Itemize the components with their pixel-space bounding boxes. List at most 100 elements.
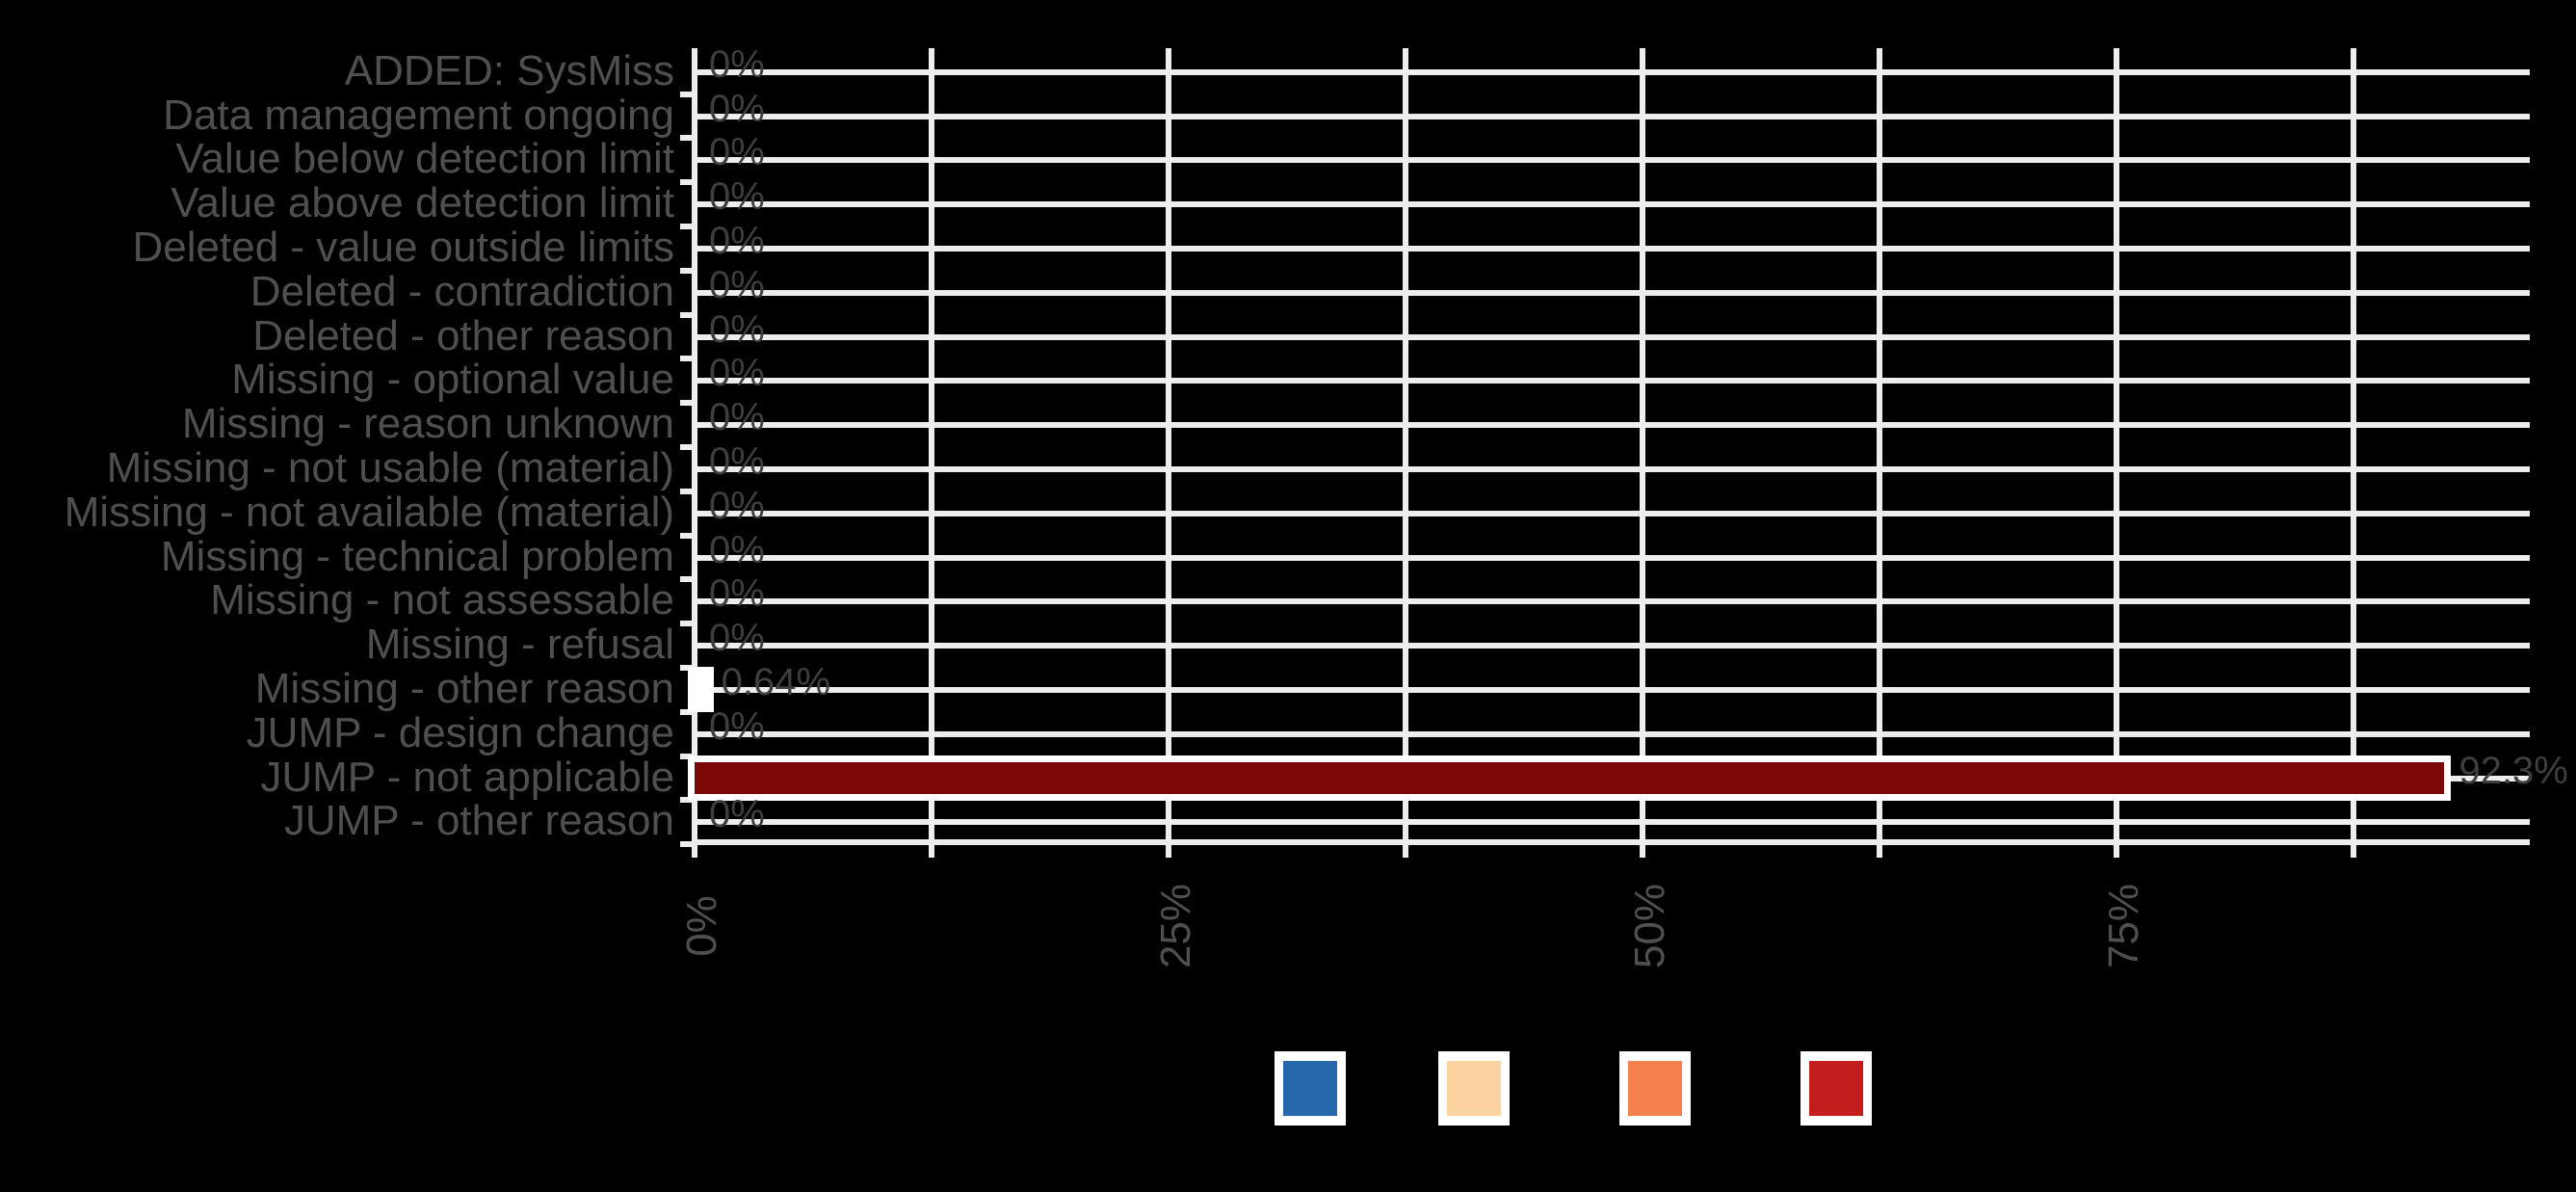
y-axis-tick (680, 224, 695, 229)
y-axis-tick (680, 91, 695, 97)
category-label: JUMP - not applicable (260, 753, 674, 801)
y-axis-line (692, 48, 697, 842)
horizontal-gridline (692, 686, 2530, 693)
category-label: Missing - not usable (material) (106, 443, 674, 491)
y-axis-tick (680, 621, 695, 627)
x-axis-tick-label: 0% (678, 895, 725, 957)
x-axis-tick-label: 50% (1626, 883, 1673, 969)
legend-key (1438, 1051, 1510, 1126)
bar-fill (695, 762, 2445, 794)
bar-value-label: 0% (709, 396, 765, 439)
category-label: Deleted - contradiction (250, 267, 674, 315)
bar-value-label: 0% (709, 175, 765, 219)
x-axis-tick (1877, 842, 1882, 858)
horizontal-gridline (692, 730, 2530, 737)
horizontal-gridline (692, 245, 2530, 252)
category-label: Missing - not available (material) (64, 488, 674, 536)
category-label: Missing - reason unknown (181, 400, 674, 448)
category-label: Value above detection limit (171, 179, 674, 227)
x-axis-tick (1166, 842, 1171, 858)
bar-value-label: 0% (709, 352, 765, 395)
horizontal-gridline (692, 68, 2530, 75)
y-axis-tick (680, 179, 695, 186)
bar-value-label: 0% (709, 704, 765, 748)
horizontal-gridline (692, 289, 2530, 296)
bar (688, 755, 2452, 801)
y-axis-tick (680, 267, 695, 274)
vertical-gridline (1166, 48, 1171, 842)
y-axis-tick (680, 576, 695, 583)
legend-swatch (1283, 1061, 1337, 1116)
bar-value-label: 0% (709, 484, 765, 527)
horizontal-gridline (692, 333, 2530, 340)
y-axis-tick (680, 356, 695, 362)
category-label: Missing - refusal (365, 621, 674, 669)
y-axis-tick (680, 532, 695, 539)
category-label: Missing - technical problem (160, 532, 674, 580)
bar-value-label: 0% (709, 617, 765, 660)
legend-key (1619, 1051, 1691, 1126)
horizontal-gridline (692, 598, 2530, 605)
x-axis-tick-label: 75% (2100, 883, 2147, 969)
category-label: Missing - optional value (231, 356, 674, 404)
y-axis-tick (680, 311, 695, 318)
horizontal-gridline (692, 422, 2530, 429)
y-axis-tick (680, 488, 695, 494)
vertical-gridline (1403, 48, 1408, 842)
vertical-gridline (2114, 48, 2119, 842)
x-axis-tick (929, 842, 934, 858)
bar-value-label: 0% (709, 439, 765, 483)
horizontal-gridline (692, 157, 2530, 164)
bar-value-label: 0% (709, 793, 765, 836)
legend-key (1801, 1051, 1872, 1126)
legend-key (1275, 1051, 1346, 1126)
category-label: ADDED: SysMiss (344, 46, 674, 94)
category-label: JUMP - design change (246, 708, 674, 756)
bar-value-label: 0.64% (721, 660, 831, 703)
horizontal-gridline (692, 465, 2530, 472)
vertical-gridline (1877, 48, 1882, 842)
x-axis-tick (692, 842, 697, 858)
x-axis-tick (1403, 842, 1408, 858)
legend-swatch (1628, 1061, 1682, 1116)
vertical-gridline (2351, 48, 2356, 842)
bar-value-label: 0% (709, 87, 765, 130)
y-axis-tick (680, 753, 695, 759)
category-label: Deleted - other reason (252, 311, 674, 359)
category-label: Value below detection limit (175, 135, 674, 183)
bar-value-label: 0% (709, 528, 765, 571)
y-axis-tick (680, 841, 695, 848)
bar-value-label: 0% (709, 263, 765, 306)
bar-value-label: 0% (709, 42, 765, 86)
category-label: Missing - other reason (254, 664, 674, 712)
y-axis-tick (680, 665, 695, 671)
bar (688, 667, 714, 713)
horizontal-gridline (692, 510, 2530, 517)
horizontal-gridline (692, 201, 2530, 208)
legend-swatch (1809, 1061, 1863, 1116)
category-label: Data management ongoing (163, 91, 674, 139)
category-label: Missing - not assessable (210, 576, 674, 624)
y-axis-tick (680, 708, 695, 715)
x-axis-tick (1640, 842, 1645, 858)
horizontal-gridline (692, 643, 2530, 649)
legend-swatch (1447, 1061, 1501, 1116)
horizontal-gridline (692, 378, 2530, 384)
x-axis-tick (2351, 842, 2356, 858)
horizontal-gridline (692, 819, 2530, 826)
x-axis-tick-label: 25% (1152, 883, 1199, 969)
bar-value-label: 0% (709, 572, 765, 616)
horizontal-gridline (692, 113, 2530, 119)
horizontal-gridline (692, 554, 2530, 561)
bar-value-label: 0% (709, 131, 765, 174)
y-axis-tick (680, 444, 695, 450)
x-axis-baseline (692, 839, 2530, 845)
vertical-gridline (929, 48, 934, 842)
vertical-gridline (1640, 48, 1645, 842)
x-axis-tick (2114, 842, 2119, 858)
bar-value-label: 0% (709, 219, 765, 262)
category-label: JUMP - other reason (283, 797, 674, 845)
y-axis-tick (680, 135, 695, 142)
bar-value-label: 92.3% (2458, 749, 2568, 792)
